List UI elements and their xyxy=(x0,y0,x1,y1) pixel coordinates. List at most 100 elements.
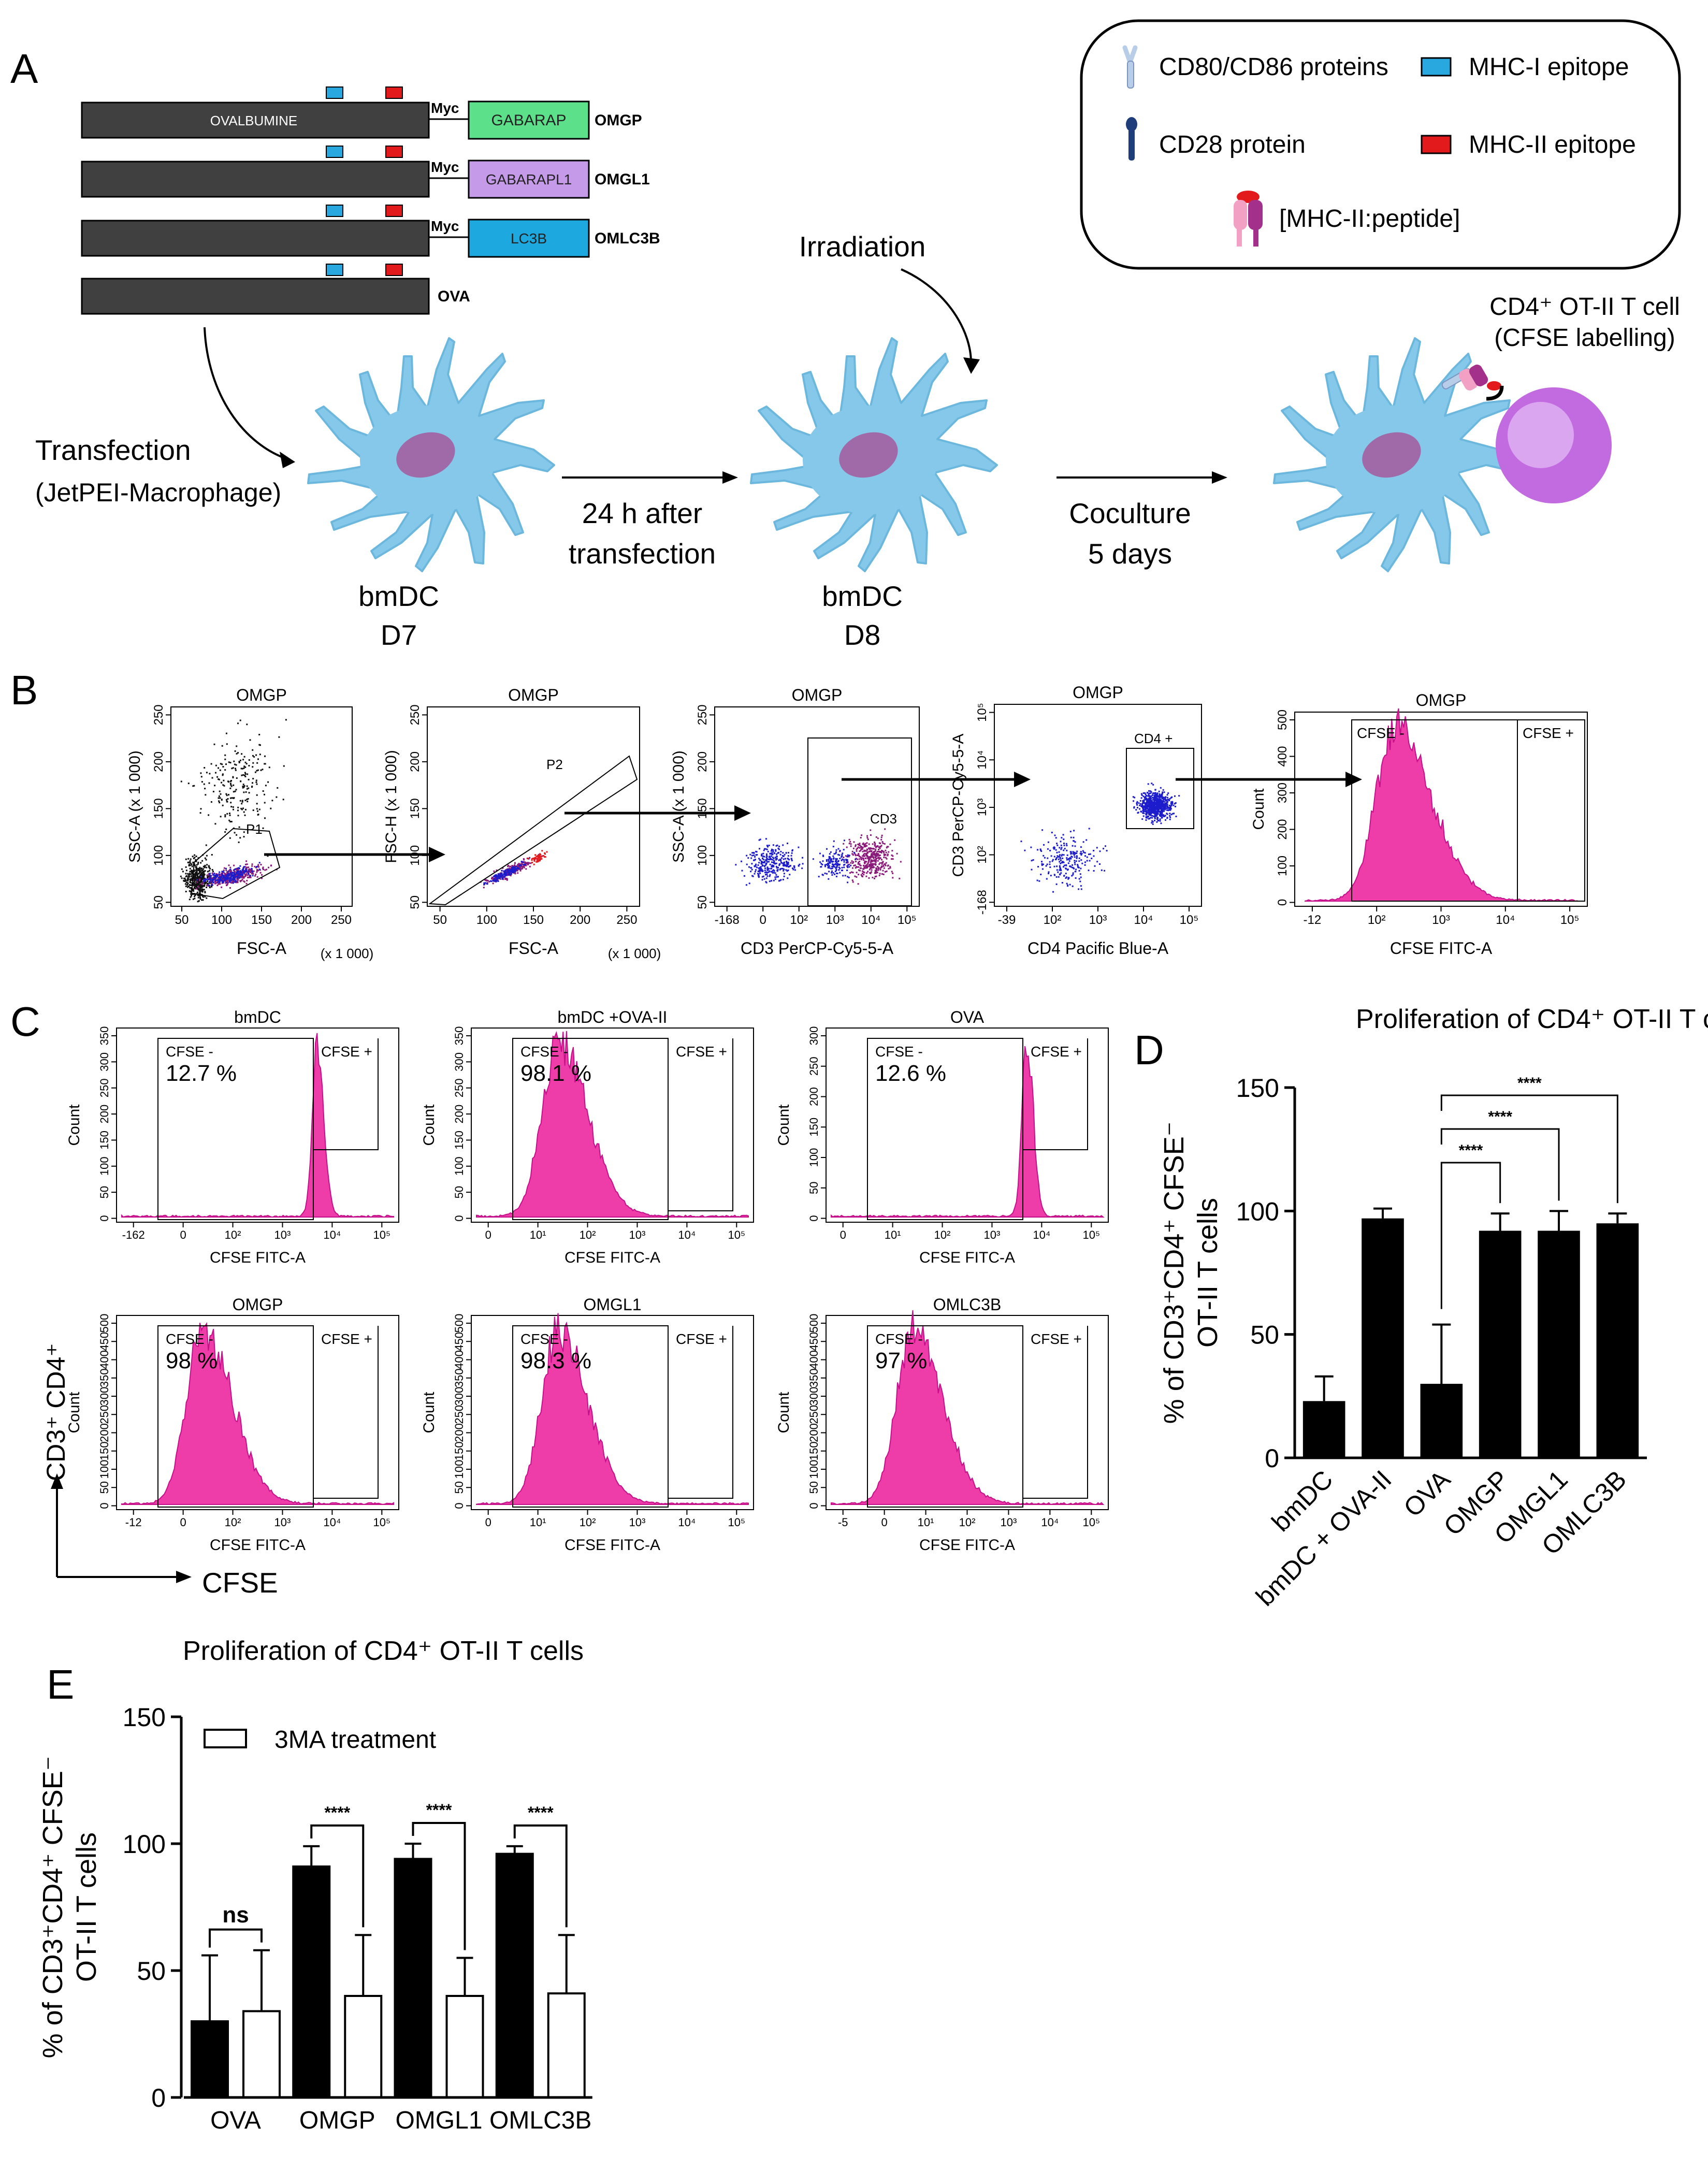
dendritic-cell-d7 xyxy=(307,337,555,572)
events-black xyxy=(180,844,216,903)
x-tick-label: 200 xyxy=(570,913,590,927)
x-tick-label: 10³ xyxy=(629,1516,646,1529)
y-tick-label: 350 xyxy=(807,1368,820,1387)
bar-ova-untreated xyxy=(191,2020,229,2098)
x-tick-label: 10⁴ xyxy=(1496,913,1515,927)
significance-bracket xyxy=(209,1928,263,1948)
y-tick-label: 0 xyxy=(98,1502,111,1509)
x-tick-label: -12 xyxy=(1304,913,1322,927)
x-tick-label: -12 xyxy=(125,1516,142,1529)
gate-pos-label: CFSE + xyxy=(321,1331,372,1347)
x-tick-label: -168 xyxy=(715,913,740,927)
y-tick-label: 150 xyxy=(152,798,166,819)
y-tick-label: 400 xyxy=(98,1350,111,1369)
histogram-fill xyxy=(476,1031,749,1218)
y-tick-label: 250 xyxy=(696,704,710,725)
x-tick-label: 50 xyxy=(433,913,447,927)
x-tick-label: 10⁵ xyxy=(728,1516,746,1529)
mhc2-epitope-icon xyxy=(1421,135,1452,154)
lc3b-label: LC3B xyxy=(511,230,547,247)
y-tick-label: 150 xyxy=(408,798,422,819)
gate-label: P2 xyxy=(546,757,563,772)
construct-omgl1: Myc GABARAPL1 OMGL1 xyxy=(81,146,650,199)
flow-plot-1: OMGP FSC-A SSC-A (x 1 000) (x 1 000) 50 100 15… xyxy=(126,686,373,961)
x-tick-label: 150 xyxy=(523,913,544,927)
y-tick-label: 250 xyxy=(807,1405,820,1424)
gate-polygon xyxy=(428,755,638,906)
step2-label-line1: Coculture xyxy=(1069,497,1191,529)
gate-rect xyxy=(1126,748,1194,829)
y-axis-label-line1: % of CD3⁺CD4⁺ CFSE⁻ xyxy=(37,1756,68,2059)
plot-frame xyxy=(116,1027,399,1223)
x-tick-label: 250 xyxy=(331,913,352,927)
plot-ylabel: CD3 PerCP-Cy5-5-A xyxy=(950,734,967,877)
significance-bracket xyxy=(1440,1162,1501,1309)
y-tick-label: 250 xyxy=(98,1078,111,1097)
irradiation-arrow xyxy=(901,268,972,363)
plot-xlabel: CD4 Pacific Blue-A xyxy=(1027,939,1169,958)
y-tick-label: 150 xyxy=(98,1131,111,1150)
significance-label: **** xyxy=(528,1803,554,1822)
x-tick-label: 10³ xyxy=(274,1516,291,1529)
y-tick-label: 0 xyxy=(807,1502,820,1509)
gate-cfse-pos xyxy=(1022,1038,1088,1150)
significance-label: **** xyxy=(1488,1108,1512,1125)
y-tick-label: 450 xyxy=(453,1332,466,1351)
x-tick-label: 0 xyxy=(840,1228,846,1241)
cfse-negative-percentage: 12.6 % xyxy=(875,1061,946,1086)
histogram-title: OMGP xyxy=(233,1295,283,1314)
flow-plot-2: OMGP FSC-A FSC-H (x 1 000) (x 1 000) 50 100 15… xyxy=(383,686,661,961)
x-tick-label: -162 xyxy=(122,1228,145,1241)
y-tick-label: 100 xyxy=(98,1156,111,1176)
plot-xlabel: FSC-A xyxy=(237,939,287,958)
bar-omgl1-3ma xyxy=(445,1995,484,2098)
y-tick-label: 250 xyxy=(408,704,422,725)
cfse-negative-percentage: 12.7 % xyxy=(166,1061,237,1086)
tcell-label-line2: (CFSE labelling) xyxy=(1494,324,1675,352)
plot-title: OMGP xyxy=(792,686,843,704)
y-tick-label: 250 xyxy=(98,1405,111,1424)
y-tick-label: 50 xyxy=(408,895,422,909)
plot-ylabel: FSC-H (x 1 000) xyxy=(383,750,400,863)
y-tick-label: 100 xyxy=(1276,856,1290,876)
mhc1-epitope-icon xyxy=(1421,57,1452,77)
x-tick-label: 0 xyxy=(485,1228,491,1241)
y-tick-label: 10⁴ xyxy=(975,750,989,770)
x-tick-label: 200 xyxy=(291,913,312,927)
legend-cd80-label: CD80/CD86 proteins xyxy=(1159,53,1388,81)
bar-ova xyxy=(1420,1384,1463,1458)
plot-title: OMGP xyxy=(1416,691,1467,710)
events-blue xyxy=(196,862,260,886)
significance-label: **** xyxy=(1517,1075,1542,1092)
legend-mhc2-label: MHC-II epitope xyxy=(1469,131,1636,158)
y-tick-label: 100 xyxy=(807,1148,820,1167)
panel-c: CD3⁺ CD4⁺ CFSE bmDC CFSE FITC-A Count -162 0… xyxy=(41,1008,1109,1599)
y-tick-label: 10² xyxy=(975,846,989,864)
gate-neg-label: CFSE - xyxy=(520,1044,568,1060)
events-blue-mid xyxy=(812,839,857,884)
gate-neg-label: CFSE - xyxy=(520,1331,568,1347)
gate-cfse-pos xyxy=(313,1038,379,1150)
x-tick-label: 10² xyxy=(934,1228,951,1241)
y-axis-label-line1: % of CD3⁺CD4⁺ CFSE⁻ xyxy=(1159,1122,1190,1424)
bar-ova-3ma xyxy=(242,2010,281,2098)
y-tick-label: -168 xyxy=(975,890,989,915)
y-tick-label: 50 xyxy=(137,1957,166,1986)
plot-xunit: (x 1 000) xyxy=(321,946,374,961)
x-tick-label: 10³ xyxy=(1001,1516,1017,1529)
y-tick-label: 50 xyxy=(807,1182,820,1194)
y-tick-label: 200 xyxy=(98,1423,111,1442)
cfse-negative-percentage: 98.3 % xyxy=(520,1348,591,1373)
y-tick-label: 10³ xyxy=(975,799,989,817)
histogram-ylabel: Count xyxy=(66,1392,83,1434)
y-tick-label: 250 xyxy=(453,1078,466,1097)
panel-letter-d: D xyxy=(1134,1027,1164,1073)
gate-pos-label: CFSE + xyxy=(676,1044,727,1060)
transfection-arrow xyxy=(204,327,291,461)
y-tick-label: 50 xyxy=(98,1481,111,1494)
histogram-title: bmDC +OVA-II xyxy=(558,1008,668,1026)
x-tick-label: 0 xyxy=(485,1516,491,1529)
x-tick-label: 10⁴ xyxy=(678,1228,696,1241)
